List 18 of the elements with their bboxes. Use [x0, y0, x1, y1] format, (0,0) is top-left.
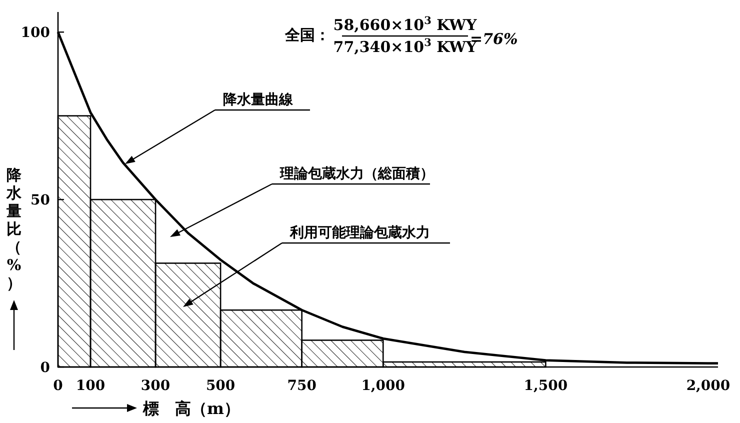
x-axis-title: 標 高（m）	[142, 399, 240, 418]
annotation: 全国：	[284, 26, 330, 44]
y-tick-label: 0	[40, 360, 50, 376]
x-tick-label: 300	[140, 378, 170, 394]
x-tick-label: 750	[287, 378, 317, 394]
x-tick-label: 1,000	[361, 378, 406, 394]
x-tick-label: 2,000	[686, 378, 730, 394]
annotation: 理論包蔵水力（総面積）	[279, 165, 434, 182]
annotation: 利用可能理論包蔵水力	[289, 224, 430, 241]
y-axis-title: 降水量比（%）	[6, 166, 22, 292]
y-tick-label: 50	[30, 192, 50, 209]
annotation: 降水量曲線	[223, 92, 294, 108]
x-tick-label: 500	[206, 378, 236, 394]
y-tick-label: 100	[20, 25, 50, 42]
x-tick-label: 1,500	[524, 378, 568, 394]
x-tick-label: 0	[53, 378, 64, 394]
annotation: 58,660×10$^{3}$ KWY	[333, 15, 478, 34]
x-tick-label: 100	[76, 378, 106, 394]
